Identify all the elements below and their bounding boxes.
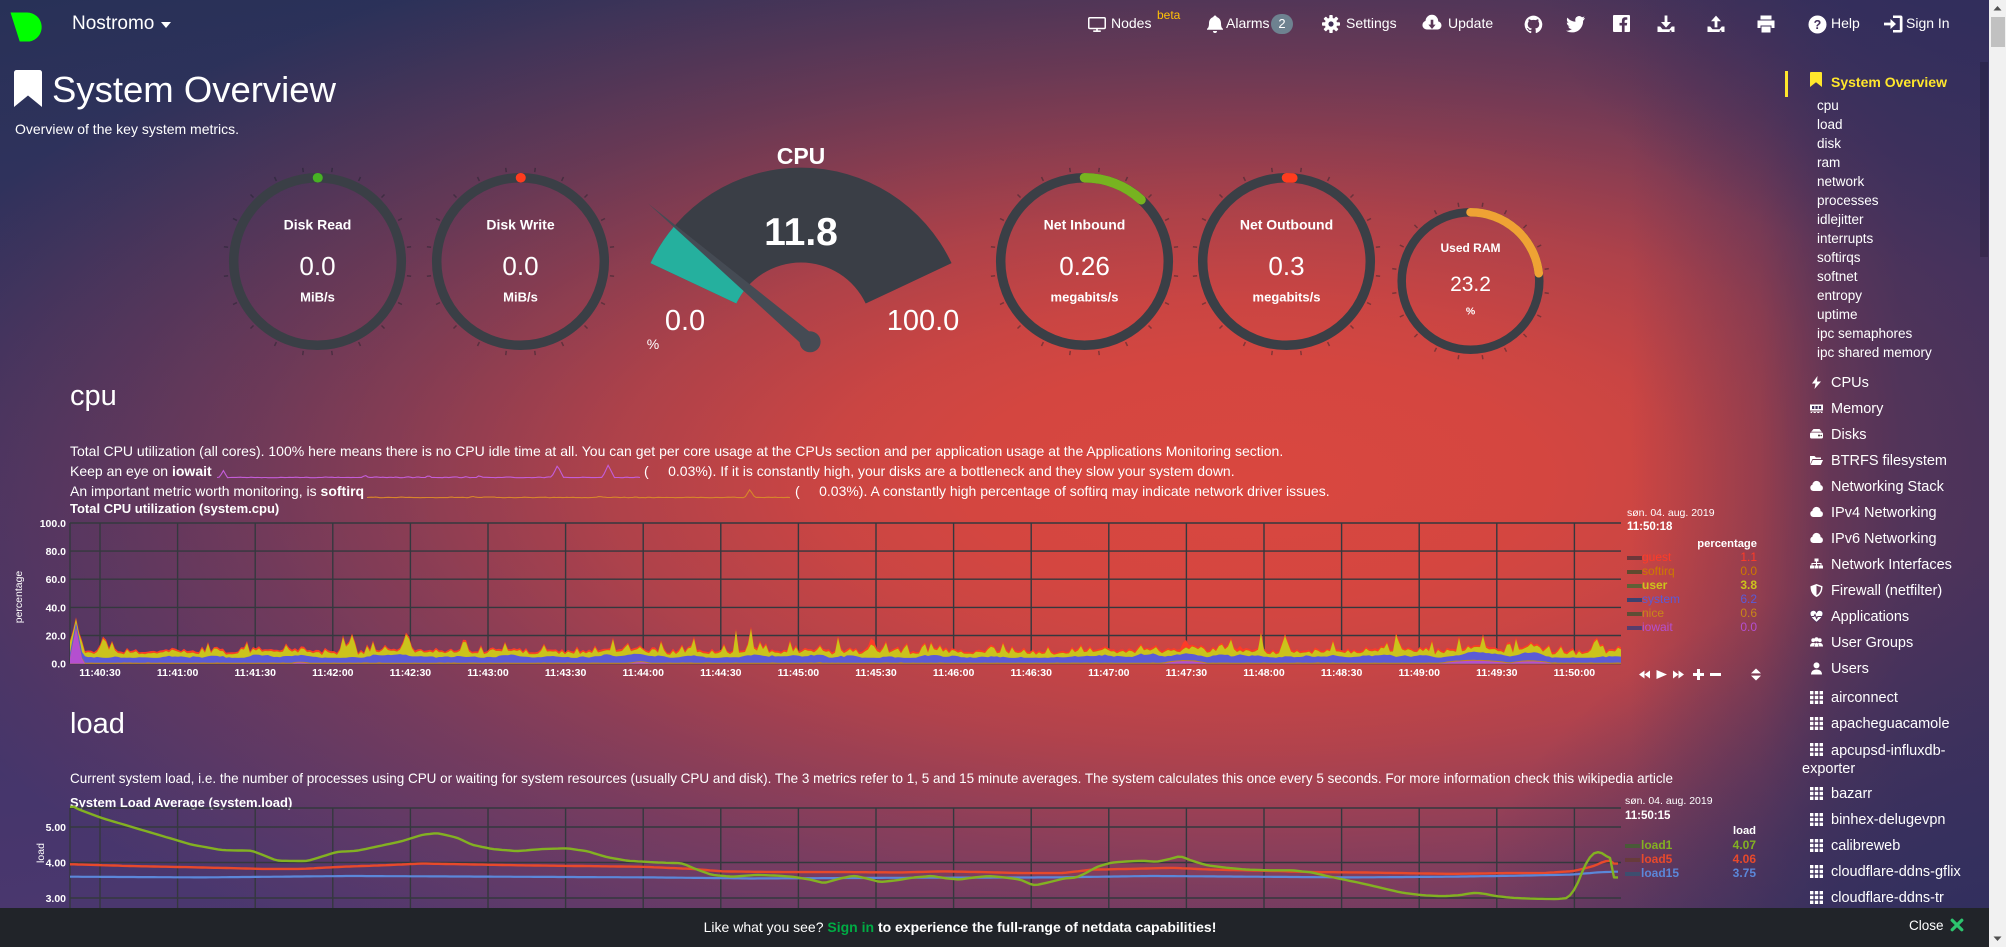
svg-text:11:46:30: 11:46:30: [1010, 667, 1052, 679]
svg-text:5.00: 5.00: [46, 822, 67, 834]
svg-text:Disk Read: Disk Read: [284, 217, 352, 233]
svg-text:11:45:30: 11:45:30: [855, 667, 897, 679]
svg-text:megabits/s: megabits/s: [1253, 290, 1321, 305]
svg-text:3.00: 3.00: [46, 893, 67, 905]
svg-text:23.2: 23.2: [1450, 273, 1491, 296]
svg-text:Net Inbound: Net Inbound: [1044, 217, 1126, 233]
svg-text:11:49:00: 11:49:00: [1398, 667, 1440, 679]
svg-text:0.0: 0.0: [502, 251, 538, 281]
svg-text:11:47:00: 11:47:00: [1088, 667, 1130, 679]
svg-text:80.0: 80.0: [46, 546, 67, 558]
svg-text:load: load: [35, 843, 47, 863]
svg-text:11:46:00: 11:46:00: [933, 667, 975, 679]
svg-text:0.0: 0.0: [665, 305, 705, 337]
svg-text:megabits/s: megabits/s: [1051, 290, 1119, 305]
svg-text:20.0: 20.0: [46, 631, 67, 643]
svg-text:0.0: 0.0: [299, 251, 335, 281]
svg-text:11:44:30: 11:44:30: [700, 667, 742, 679]
svg-text:?: ?: [1814, 18, 1822, 32]
svg-text:4.00: 4.00: [46, 858, 67, 870]
svg-text:Disk Write: Disk Write: [486, 217, 554, 233]
svg-text:11.8: 11.8: [764, 211, 838, 254]
svg-text:0.3: 0.3: [1268, 251, 1304, 281]
svg-text:CPU: CPU: [777, 143, 826, 169]
svg-text:40.0: 40.0: [46, 602, 67, 614]
svg-text:11:49:30: 11:49:30: [1476, 667, 1518, 679]
svg-text:11:43:00: 11:43:00: [467, 667, 509, 679]
svg-text:100.0: 100.0: [40, 518, 66, 530]
svg-text:Net Outbound: Net Outbound: [1240, 217, 1333, 233]
svg-text:60.0: 60.0: [46, 574, 67, 586]
svg-text:MiB/s: MiB/s: [503, 290, 538, 305]
svg-text:11:47:30: 11:47:30: [1166, 667, 1208, 679]
svg-text:0.0: 0.0: [51, 659, 66, 671]
svg-text:11:50:00: 11:50:00: [1554, 667, 1596, 679]
svg-text:Used RAM: Used RAM: [1440, 241, 1500, 255]
svg-text:11:41:00: 11:41:00: [157, 667, 199, 679]
svg-text:11:45:00: 11:45:00: [778, 667, 820, 679]
svg-text:%: %: [647, 336, 659, 352]
svg-text:11:48:00: 11:48:00: [1243, 667, 1285, 679]
svg-text:11:43:30: 11:43:30: [545, 667, 587, 679]
svg-text:11:40:30: 11:40:30: [79, 667, 121, 679]
svg-text:11:48:30: 11:48:30: [1321, 667, 1363, 679]
svg-text:11:41:30: 11:41:30: [234, 667, 276, 679]
svg-text:MiB/s: MiB/s: [300, 290, 335, 305]
svg-text:0.26: 0.26: [1059, 251, 1110, 281]
svg-text:11:42:00: 11:42:00: [312, 667, 354, 679]
svg-text:percentage: percentage: [13, 571, 25, 624]
svg-text:100.0: 100.0: [887, 305, 960, 337]
svg-text:11:42:30: 11:42:30: [390, 667, 432, 679]
svg-text:11:44:00: 11:44:00: [622, 667, 664, 679]
svg-text:%: %: [1466, 306, 1476, 318]
